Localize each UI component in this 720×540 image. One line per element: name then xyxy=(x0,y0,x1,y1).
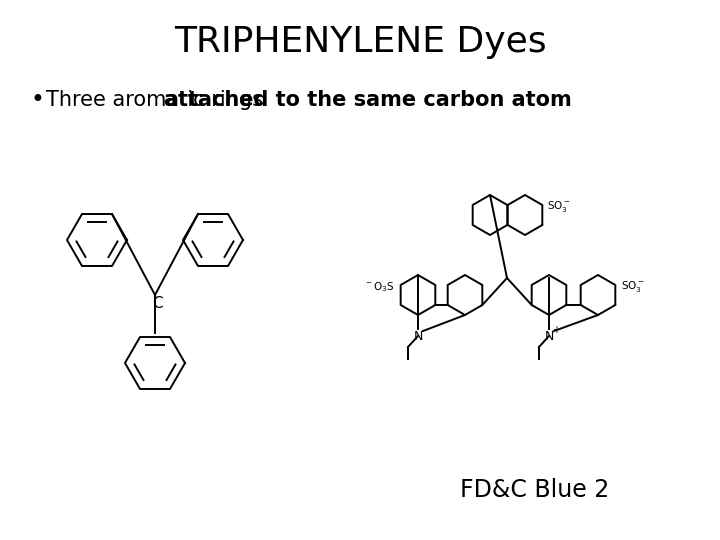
Text: SO$_3^-$: SO$_3^-$ xyxy=(547,199,570,214)
Text: TRIPHENYLENE Dyes: TRIPHENYLENE Dyes xyxy=(174,25,546,59)
Text: FD&C Blue 2: FD&C Blue 2 xyxy=(460,478,610,502)
Text: +: + xyxy=(552,325,560,335)
Text: Three aromatic rings: Three aromatic rings xyxy=(46,90,269,110)
Text: N: N xyxy=(544,329,554,342)
Text: $^-$O$_3$S: $^-$O$_3$S xyxy=(364,280,395,294)
Text: •: • xyxy=(30,88,44,112)
Text: N: N xyxy=(413,329,423,342)
Text: SO$_3^-$: SO$_3^-$ xyxy=(621,280,644,294)
Text: attached to the same carbon atom: attached to the same carbon atom xyxy=(164,90,572,110)
Text: C: C xyxy=(152,295,162,310)
